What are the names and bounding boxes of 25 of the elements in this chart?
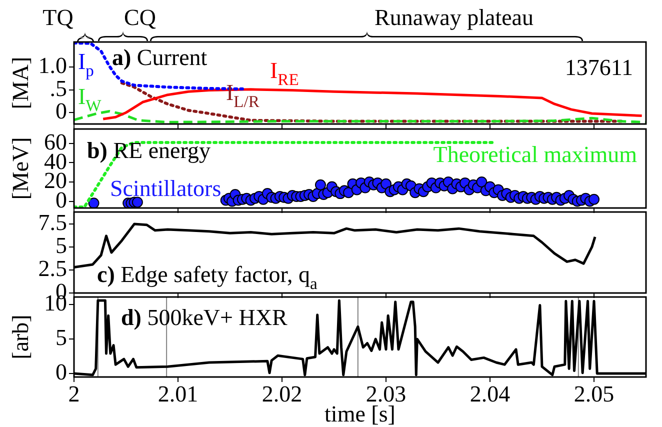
x-tick-label: 2 (68, 382, 80, 407)
chart-title: d) 500keV+ HXR (121, 305, 288, 330)
line-series (74, 110, 646, 124)
y-axis-title: [MA] (8, 56, 33, 110)
x-tick-label: 2.04 (470, 382, 511, 407)
y-tick-label: 5 (56, 325, 67, 350)
y-axis-title: [MeV] (8, 137, 33, 200)
text: TQ (42, 5, 74, 30)
y-tick-label: 2.5 (38, 256, 67, 282)
y-tick-label: .5 (50, 76, 67, 101)
text: Runaway plateau (374, 5, 534, 30)
y-tick-label: 0 (56, 98, 67, 124)
text: CQ (124, 5, 156, 30)
annotation: 137611 (564, 55, 634, 80)
y-tick-label: 5 (56, 233, 67, 258)
x-tick-label: 2.01 (158, 382, 198, 407)
x-tick-label: 2.05 (574, 382, 614, 407)
x-tick-label: 2.02 (262, 382, 302, 407)
y-tick-label: 7.5 (38, 210, 67, 236)
chart-title: a) Current (112, 45, 208, 70)
series-label: Scintillators (110, 176, 222, 201)
y-axis-title: [arb] (8, 314, 33, 360)
y-tick-label: 0 (56, 360, 67, 385)
y-tick-label: 1.0 (38, 53, 67, 78)
series-label: Theoretical maximum (433, 142, 638, 167)
